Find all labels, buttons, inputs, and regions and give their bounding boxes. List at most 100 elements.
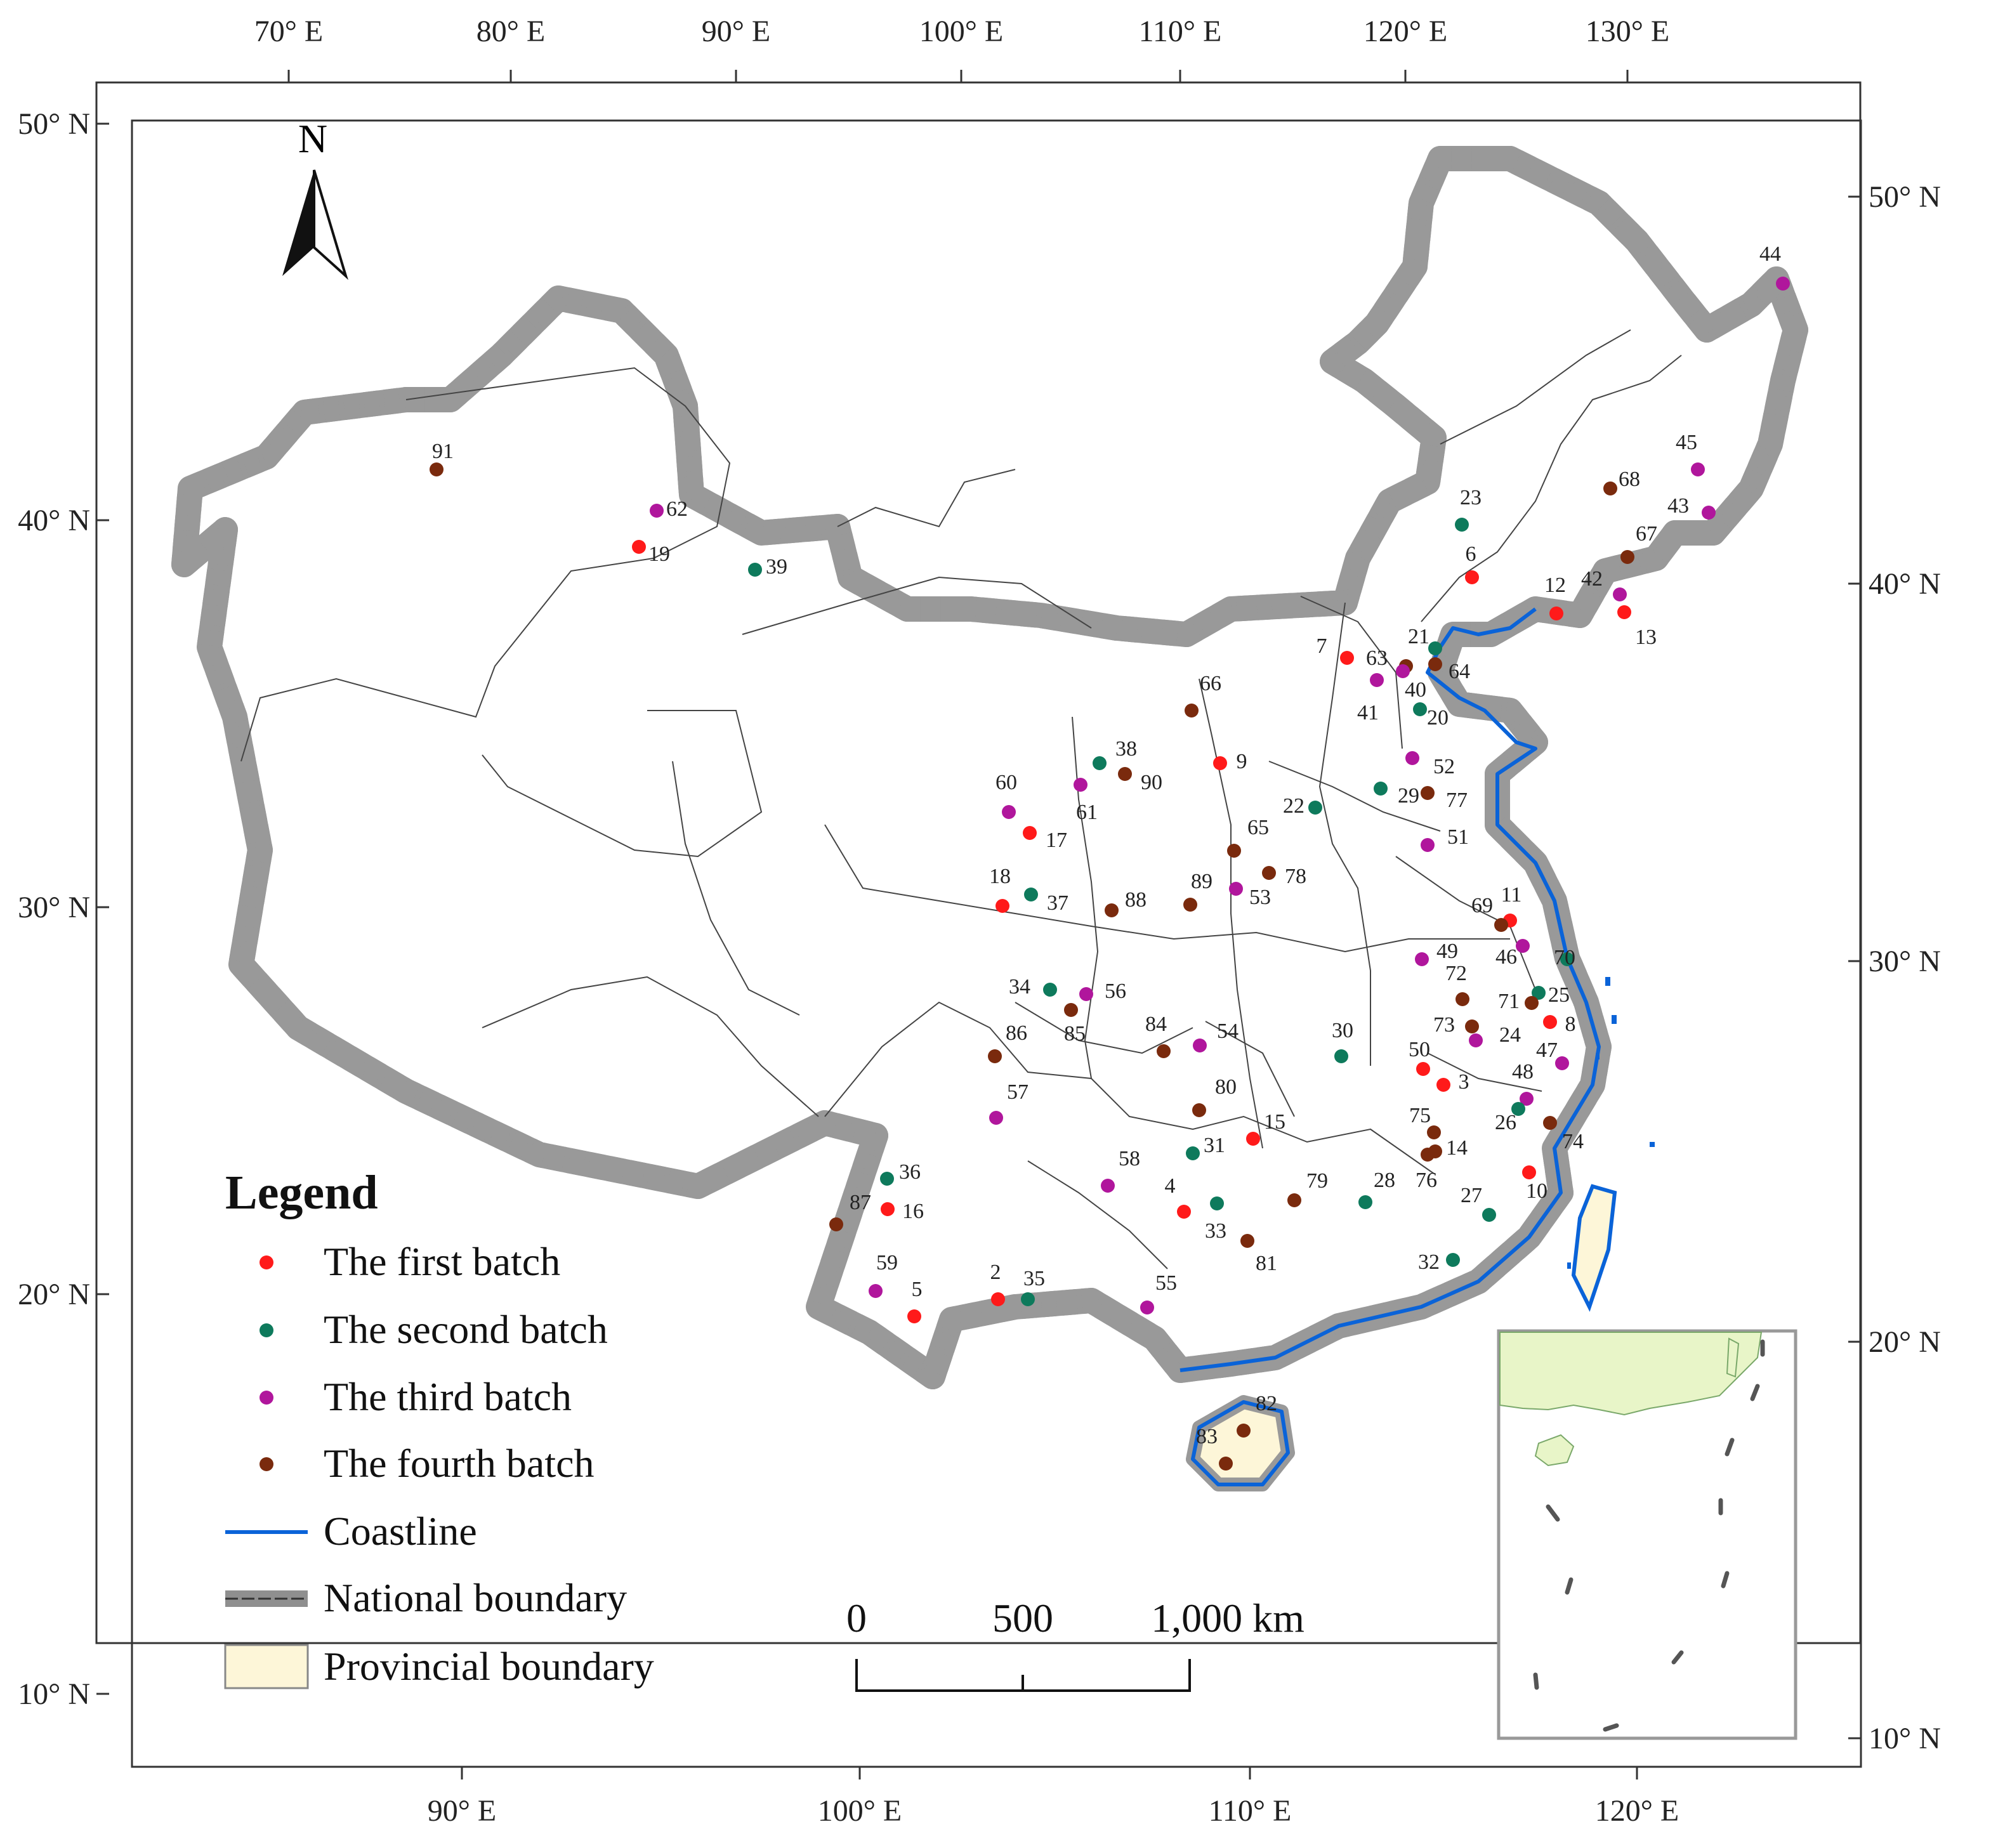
site-26: 26 — [1495, 1102, 1525, 1134]
site-marker — [1413, 702, 1427, 716]
site-label: 6 — [1466, 542, 1476, 566]
site-marker — [1183, 898, 1197, 912]
site-marker — [880, 1172, 894, 1186]
site-marker — [1555, 1056, 1569, 1070]
site-marker — [1074, 778, 1087, 792]
legend-swatch-dot — [260, 1457, 273, 1471]
site-label: 24 — [1499, 1023, 1521, 1047]
site-46: 46 — [1495, 939, 1530, 969]
site-label: 56 — [1105, 980, 1126, 1003]
site-2: 2 — [990, 1261, 1005, 1306]
site-marker — [881, 1202, 895, 1216]
site-marker — [1213, 756, 1227, 770]
site-68: 68 — [1603, 468, 1640, 495]
legend-item-3: The fourth batch — [260, 1441, 595, 1486]
site-label: 3 — [1459, 1070, 1469, 1094]
inset-map — [1497, 1329, 1797, 1740]
site-label: 66 — [1200, 672, 1221, 695]
site-label: 52 — [1433, 755, 1455, 778]
site-label: 19 — [648, 542, 670, 566]
site-19: 19 — [632, 540, 670, 566]
site-label: 29 — [1398, 784, 1419, 808]
site-marker — [1522, 1165, 1536, 1179]
right-tick-label: 20° N — [1869, 1325, 1941, 1359]
site-marker — [1287, 1193, 1301, 1207]
site-label: 62 — [666, 497, 688, 521]
site-10: 10 — [1522, 1165, 1547, 1203]
site-label: 85 — [1064, 1022, 1086, 1045]
site-label: 36 — [899, 1160, 921, 1184]
site-30: 30 — [1332, 1019, 1353, 1063]
site-label: 55 — [1155, 1271, 1177, 1295]
site-81: 81 — [1240, 1234, 1277, 1275]
site-label: 47 — [1536, 1039, 1558, 1062]
site-59: 59 — [869, 1251, 898, 1298]
site-75: 75 — [1409, 1104, 1441, 1139]
site-79: 79 — [1287, 1169, 1328, 1207]
site-88: 88 — [1105, 888, 1147, 917]
site-label: 25 — [1548, 983, 1570, 1007]
site-label: 4 — [1165, 1174, 1176, 1198]
taiwan-island — [1571, 1184, 1617, 1312]
site-marker — [1469, 1033, 1483, 1047]
north-arrow: N — [282, 116, 348, 280]
site-62: 62 — [650, 497, 688, 521]
legend-item-1: The second batch — [260, 1307, 608, 1352]
left-tick-label: 40° N — [18, 504, 90, 537]
site-marker — [1210, 1196, 1224, 1210]
site-marker — [1455, 992, 1469, 1006]
site-label: 46 — [1495, 945, 1517, 969]
site-marker — [829, 1217, 843, 1231]
site-21: 21 — [1408, 625, 1442, 655]
site-55: 55 — [1140, 1271, 1177, 1314]
site-3: 3 — [1436, 1070, 1469, 1094]
bottom-axis-frame — [131, 119, 1862, 1768]
site-77: 77 — [1421, 786, 1468, 812]
site-16: 16 — [881, 1200, 924, 1223]
site-label: 88 — [1125, 888, 1147, 912]
site-marker — [1093, 756, 1107, 770]
site-label: 76 — [1416, 1169, 1437, 1192]
site-76: 76 — [1416, 1144, 1442, 1192]
site-marker — [1229, 882, 1243, 896]
site-label: 77 — [1446, 789, 1468, 812]
site-label: 13 — [1635, 626, 1657, 649]
site-70: 70 — [1554, 946, 1575, 969]
site-label: 75 — [1409, 1104, 1431, 1127]
site-44: 44 — [1759, 242, 1790, 291]
site-marker — [1617, 605, 1631, 619]
site-20: 20 — [1413, 702, 1449, 730]
site-marker — [1340, 651, 1354, 665]
site-marker — [1219, 1457, 1233, 1471]
site-label: 80 — [1215, 1075, 1237, 1099]
site-24: 24 — [1469, 1023, 1521, 1047]
site-marker — [989, 1111, 1003, 1125]
site-23: 23 — [1455, 486, 1482, 532]
legend-label: The fourth batch — [324, 1441, 595, 1486]
site-label: 10 — [1526, 1179, 1547, 1203]
site-90: 90 — [1118, 767, 1162, 794]
site-33: 33 — [1205, 1196, 1226, 1243]
site-marker — [1237, 1424, 1251, 1438]
site-52: 52 — [1405, 751, 1455, 778]
legend-item-0: The first batch — [260, 1239, 560, 1284]
site-marker — [1482, 1208, 1496, 1222]
site-51: 51 — [1421, 825, 1469, 852]
legend-item-4: Coastline — [225, 1509, 477, 1554]
top-tick-label: 130° E — [1586, 15, 1670, 48]
site-label: 83 — [1196, 1425, 1218, 1448]
site-48: 48 — [1512, 1060, 1534, 1106]
north-arrow-label: N — [298, 116, 327, 161]
site-marker — [1416, 1062, 1430, 1076]
site-32: 32 — [1418, 1250, 1460, 1274]
site-marker — [1064, 1003, 1078, 1017]
site-label: 9 — [1237, 750, 1247, 773]
site-marker — [1446, 1253, 1460, 1267]
site-78: 78 — [1262, 865, 1306, 888]
legend-label: The first batch — [324, 1239, 560, 1284]
site-marker — [1428, 1144, 1442, 1158]
site-marker — [1227, 844, 1241, 858]
legend: Legend The first batch The second batch Th… — [224, 1166, 654, 1689]
site-label: 8 — [1565, 1012, 1576, 1036]
